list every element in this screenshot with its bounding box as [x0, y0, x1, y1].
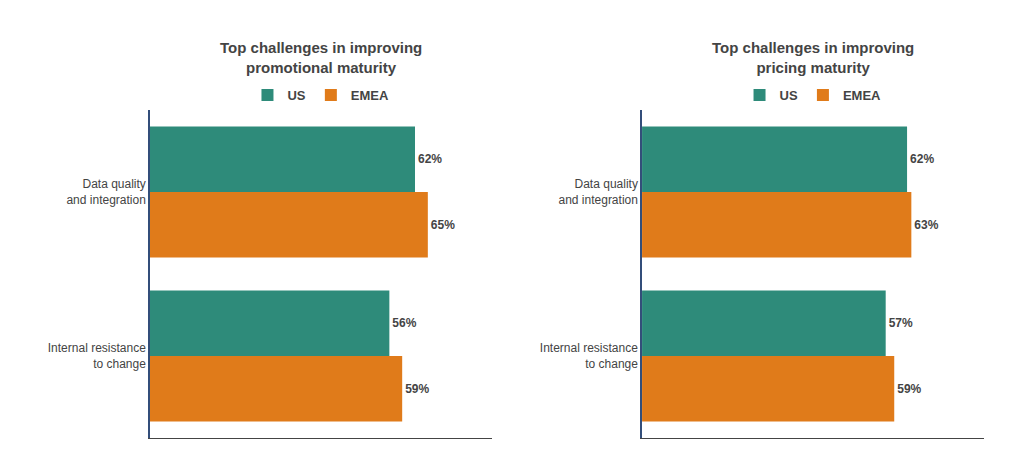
svg-text:US: US [287, 88, 305, 103]
svg-text:Internal resistanceto change: Internal resistanceto change [48, 341, 146, 371]
svg-text:Internal resistanceto change: Internal resistanceto change [540, 341, 638, 371]
svg-text:59%: 59% [405, 382, 429, 396]
svg-text:EMEA: EMEA [351, 88, 389, 103]
svg-text:56%: 56% [392, 316, 416, 330]
svg-text:Data qualityand integration: Data qualityand integration [66, 177, 145, 207]
svg-text:EMEA: EMEA [843, 88, 881, 103]
svg-text:62%: 62% [910, 152, 934, 166]
svg-text:US: US [780, 88, 798, 103]
svg-text:Data qualityand integration: Data qualityand integration [559, 177, 638, 207]
svg-text:62%: 62% [418, 152, 442, 166]
svg-text:59%: 59% [897, 382, 921, 396]
svg-text:63%: 63% [914, 218, 938, 232]
svg-text:Top challenges in improvingpro: Top challenges in improvingpromotional m… [220, 39, 422, 76]
svg-text:57%: 57% [889, 316, 913, 330]
svg-text:65%: 65% [431, 218, 455, 232]
svg-text:Top challenges in improvingpri: Top challenges in improvingpricing matur… [712, 39, 914, 76]
